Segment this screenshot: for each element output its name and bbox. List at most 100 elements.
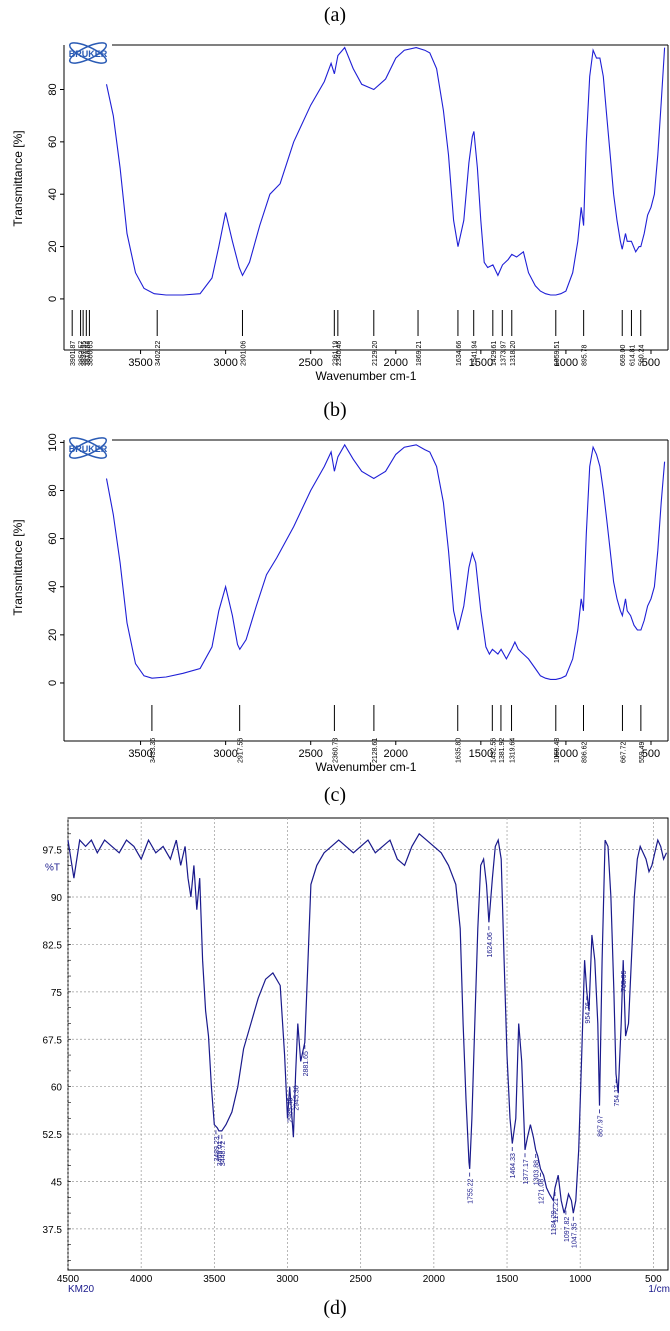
peak-label: 1377.17	[523, 1159, 530, 1184]
x-tick-label: 1500	[469, 748, 493, 760]
x-tick-label: 500	[642, 748, 660, 760]
y-tick-label: 97.5	[43, 846, 63, 857]
x-tick-label: 3500	[128, 748, 152, 760]
y-tick-label: 82.5	[43, 940, 63, 951]
y-axis-title: Transmittance [%]	[11, 519, 25, 615]
peak-label: 1755.22	[468, 1178, 475, 1203]
x-tick-label: 4000	[130, 1274, 153, 1285]
peak-label: 1184.29	[551, 1210, 558, 1235]
spectrum-line	[105, 46, 666, 296]
logo-text: BRUKER	[69, 49, 108, 59]
y-tick-label: 60	[47, 136, 59, 148]
peak-label: 1271.08	[539, 1179, 546, 1204]
panel-label-c: (c)	[323, 784, 347, 806]
x-tick-label: 1000	[569, 1274, 592, 1285]
peak-label: 560.24	[639, 344, 646, 366]
peak-label: 2901.06	[240, 341, 247, 366]
logo-orbit-1	[68, 437, 108, 459]
peak-label: 2917.56	[238, 738, 245, 763]
logo-text: BRUKER	[69, 444, 108, 454]
peak-label: 3433.36	[150, 738, 157, 763]
peak-label: 1464.33	[510, 1153, 517, 1178]
x-tick-label: 2000	[423, 1274, 446, 1285]
peak-label: 1318.20	[510, 341, 517, 366]
x-tick-label: 2000	[384, 357, 408, 369]
x-tick-label: 1500	[496, 1274, 519, 1285]
y-axis-title: Transmittance [%]	[11, 130, 25, 226]
peak-label: 3469.01	[217, 1141, 224, 1166]
y-tick-label: 75	[51, 988, 63, 999]
peak-label: 1172.21	[553, 1198, 560, 1223]
peak-label: 1624.06	[487, 932, 494, 957]
y-tick-label: 20	[47, 629, 59, 641]
peak-label: 1429.61	[491, 341, 498, 366]
peak-label: 867.97	[598, 1115, 605, 1137]
x-tick-label: 4500	[57, 1274, 80, 1285]
logo-orbit-1	[68, 42, 108, 64]
peak-label: 705.95	[621, 970, 628, 992]
peak-label: 2361.19	[332, 341, 339, 366]
y-axis-title: %T	[45, 862, 60, 873]
peak-label: 559.49	[639, 741, 646, 763]
x-tick-label: 500	[642, 357, 660, 369]
peak-label: 3448.72	[220, 1141, 227, 1166]
panel-label-b: (b)	[323, 399, 347, 421]
peak-label: 667.72	[620, 741, 627, 763]
plot-frame	[67, 817, 669, 1271]
y-tick-label: 40	[47, 188, 59, 200]
peak-label: 2128.61	[372, 738, 379, 763]
peak-label: 3402.22	[155, 341, 162, 366]
y-tick-label: 60	[47, 533, 59, 545]
ir-spectrum-chart-b: 0 20 40 60 80 100 3500 3000 2500 2000 1500 1000 500 W…	[11, 433, 669, 774]
peak-label: 1319.64	[510, 738, 517, 763]
peak-label: 2945.30	[294, 1085, 301, 1110]
peak-label: 2129.20	[372, 341, 379, 366]
y-tick-label: 20	[47, 240, 59, 252]
y-tick-label: 100	[47, 433, 59, 451]
bruker-logo: BRUKER	[68, 437, 108, 459]
x-tick-label: 2000	[384, 748, 408, 760]
peak-label: 754.17	[614, 1085, 621, 1107]
y-tick-label: 0	[47, 296, 59, 302]
x-tick-label: 2500	[298, 748, 322, 760]
peak-label: 3901.87	[70, 341, 77, 366]
peak-label: 614.81	[629, 344, 636, 366]
peak-label: 1635.80	[456, 738, 463, 763]
y-tick-label: 40	[47, 581, 59, 593]
peak-label: 1097.82	[564, 1217, 571, 1242]
peak-label: 3818.84	[84, 341, 91, 366]
peak-label: 1381.92	[499, 738, 506, 763]
x-tick-label: 3000	[276, 1274, 299, 1285]
x-tick-label: 3000	[213, 748, 237, 760]
bruker-logo: BRUKER	[68, 42, 108, 64]
spectrum-line	[105, 443, 666, 680]
x-axis-title: Wavenumber cm-1	[316, 760, 417, 774]
y-tick-label: 0	[47, 680, 59, 686]
peak-label: 895.78	[582, 344, 589, 366]
x-axis-title: Wavenumber cm-1	[316, 369, 417, 383]
peak-label: 896.62	[582, 741, 589, 763]
y-tick-label: 80	[47, 83, 59, 95]
y-tick-label: 90	[51, 893, 63, 904]
y-tick-label: 45	[51, 1177, 63, 1188]
peak-label: 3852.57	[79, 341, 86, 366]
x-tick-label: 2500	[350, 1274, 373, 1285]
peak-label: 1303.88	[534, 1160, 541, 1185]
ir-spectrum-chart-a: 0 20 40 60 80 3500 3000 2500 2000 1500 1000 500 Wave…	[11, 42, 669, 383]
peak-label: 3800.65	[87, 341, 94, 366]
y-tick-label: 67.5	[43, 1035, 63, 1046]
peak-label: 1059.51	[554, 341, 561, 366]
x-tick-label: 2500	[298, 357, 322, 369]
x-tick-label: 3500	[128, 357, 152, 369]
peak-label: 1541.94	[472, 341, 479, 366]
peak-label: 2340.46	[336, 341, 343, 366]
y-tick-label: 60	[51, 1083, 63, 1094]
x-tick-label: 500	[645, 1274, 662, 1285]
peak-label: 3837.55	[81, 341, 88, 366]
panel-label-d: (d)	[323, 1297, 347, 1319]
peak-label: 2881.65	[303, 1051, 310, 1076]
peak-label: 1634.66	[456, 341, 463, 366]
peak-label: 3489.23	[214, 1136, 221, 1161]
x-tick-label: 1500	[469, 357, 493, 369]
